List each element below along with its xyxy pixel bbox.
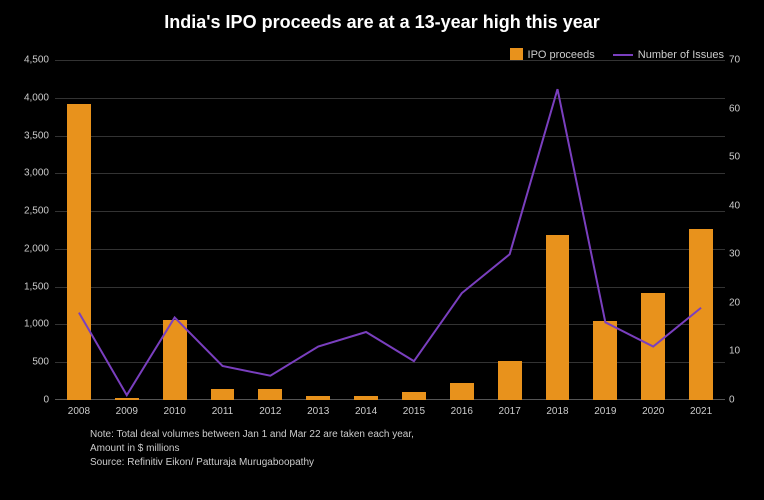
y1-tick: 500: [7, 357, 49, 368]
y1-tick: 3,000: [7, 168, 49, 179]
y1-tick: 1,500: [7, 281, 49, 292]
y1-tick: 0: [7, 395, 49, 406]
y2-tick: 20: [729, 297, 755, 308]
y1-tick: 4,000: [7, 92, 49, 103]
x-category-label: 2009: [116, 406, 138, 417]
y2-tick: 30: [729, 249, 755, 260]
chart-footnotes: Note: Total deal volumes between Jan 1 a…: [90, 428, 414, 470]
x-category-label: 2019: [594, 406, 616, 417]
y2-tick: 70: [729, 55, 755, 66]
x-category-label: 2021: [690, 406, 712, 417]
y1-tick: 2,000: [7, 243, 49, 254]
y2-tick: 0: [729, 395, 755, 406]
y2-tick: 10: [729, 346, 755, 357]
note-line2: Amount in $ millions: [90, 442, 414, 456]
x-category-label: 2010: [164, 406, 186, 417]
x-category-label: 2018: [546, 406, 568, 417]
x-category-label: 2020: [642, 406, 664, 417]
y2-tick: 50: [729, 152, 755, 163]
x-category-label: 2016: [451, 406, 473, 417]
y1-tick: 2,500: [7, 206, 49, 217]
line-series: [55, 60, 725, 400]
note-line1: Note: Total deal volumes between Jan 1 a…: [90, 428, 414, 442]
x-category-label: 2015: [403, 406, 425, 417]
y1-tick: 1,000: [7, 319, 49, 330]
x-category-label: 2014: [355, 406, 377, 417]
x-category-label: 2017: [499, 406, 521, 417]
legend-line-label: Number of Issues: [638, 49, 724, 61]
x-category-label: 2008: [68, 406, 90, 417]
x-category-label: 2011: [212, 406, 234, 417]
x-category-label: 2012: [259, 406, 281, 417]
chart-plot-area: 05001,0001,5002,0002,5003,0003,5004,0004…: [55, 60, 725, 400]
legend-bar-label: IPO proceeds: [528, 49, 595, 61]
x-category-label: 2013: [307, 406, 329, 417]
line-swatch-icon: [613, 54, 633, 56]
note-line3: Source: Refinitiv Eikon/ Patturaja Murug…: [90, 456, 414, 470]
chart-title: India's IPO proceeds are at a 13-year hi…: [0, 0, 764, 41]
y1-tick: 3,500: [7, 130, 49, 141]
y1-tick: 4,500: [7, 55, 49, 66]
y2-tick: 40: [729, 200, 755, 211]
y2-tick: 60: [729, 103, 755, 114]
